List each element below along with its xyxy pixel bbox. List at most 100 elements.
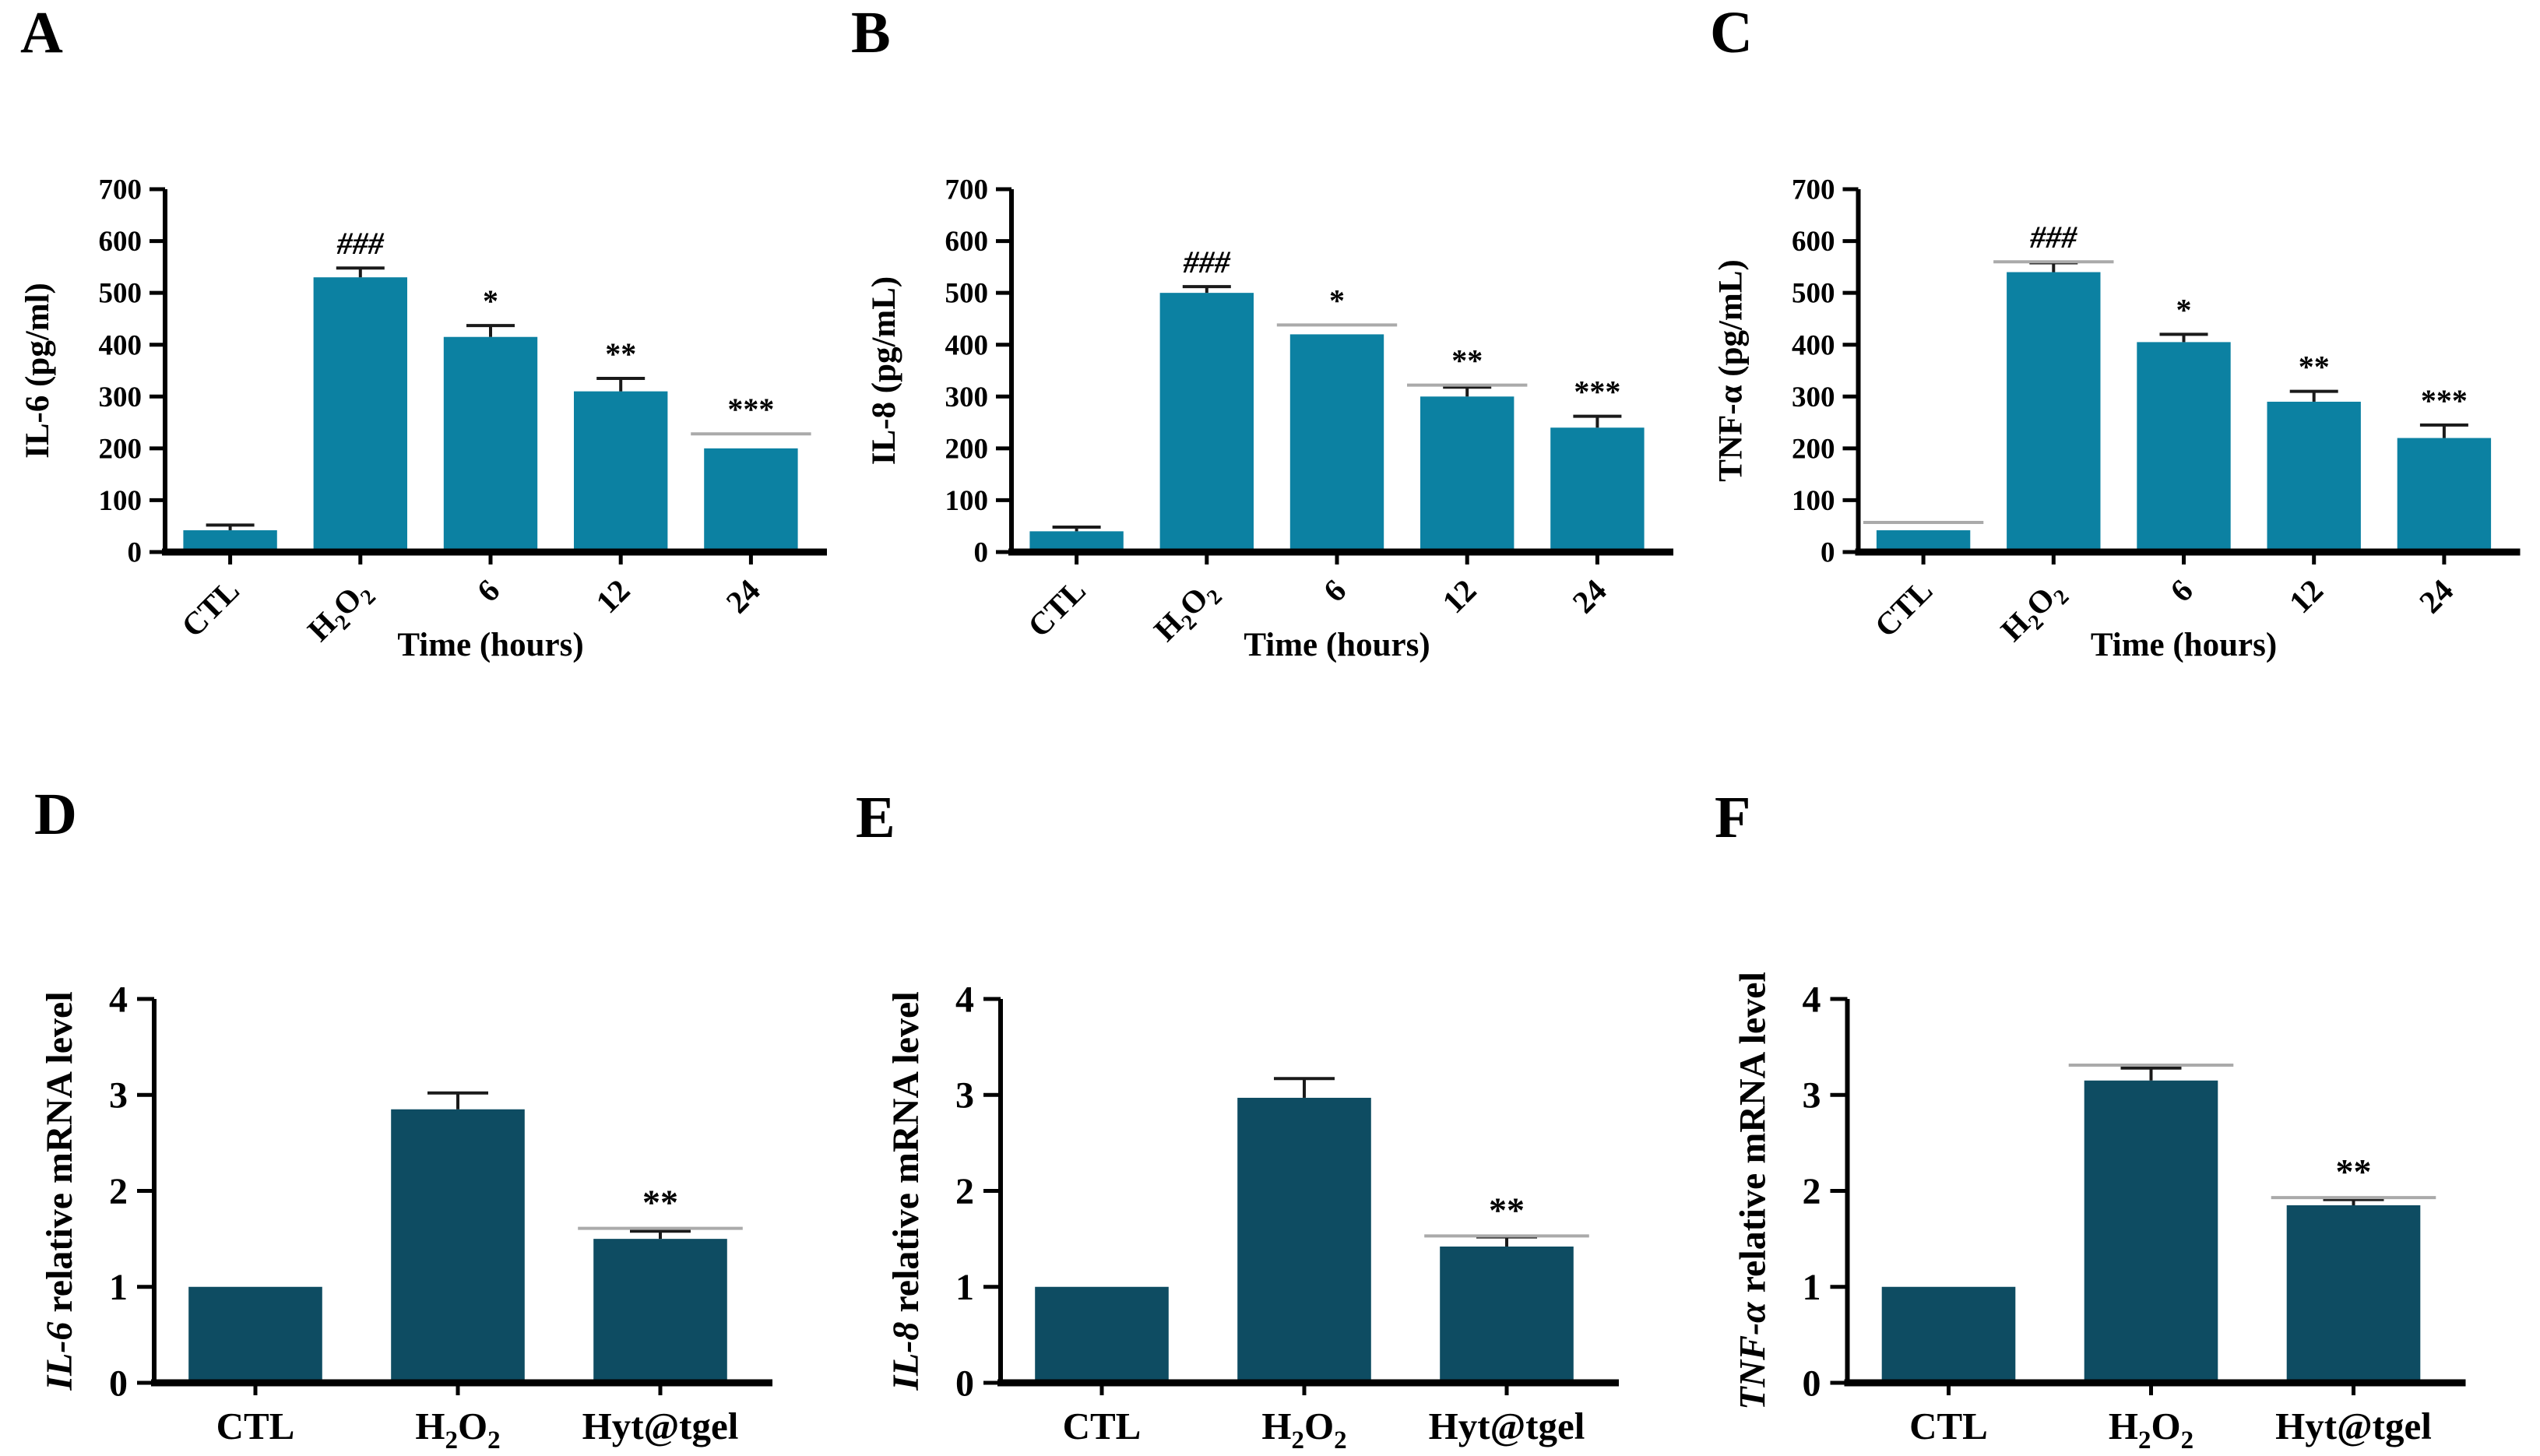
significance-annotation: ### (336, 226, 385, 261)
x-axis: CTL H2O2 Hyt@tgel (1844, 1379, 2466, 1454)
y-axis: 0 100 200 300 400 500 600 700 (99, 174, 167, 569)
y-axis-title: TNF-α relative mRNA level (1733, 972, 1774, 1410)
y-tick-label: 0 (1803, 1363, 1821, 1404)
y-tick-label: 600 (945, 226, 989, 258)
y-tick-label: 2 (955, 1171, 974, 1212)
x-tick-label: 12 (1435, 572, 1483, 621)
y-tick-label: 200 (99, 433, 142, 465)
panel-letter-c: C (1710, 0, 1753, 65)
y-tick-label: 0 (955, 1363, 974, 1404)
y-tick-label: 1 (955, 1267, 974, 1308)
x-axis-title: Time (hours) (397, 627, 583, 663)
x-tick-label: CTL (174, 572, 246, 644)
y-axis-title: IL-8 relative mRNA level (885, 991, 927, 1391)
y-tick-label: 100 (99, 485, 142, 517)
y-tick-label: 1 (1803, 1267, 1821, 1308)
y-tick-label: 0 (109, 1363, 128, 1404)
y-axis: 0 1 2 3 4 (955, 979, 1003, 1404)
panel-letter-f: F (1715, 785, 1751, 850)
panel-f: 0 1 2 3 4 ** CTL H2O2 Hyt@tgel TNF-α relative mRN… (1693, 779, 2540, 1456)
x-axis: CTL H2O2 6 12 24 Time (hours) (1008, 548, 1673, 663)
significance-annotation: * (2176, 292, 2192, 327)
bar-12 (2267, 401, 2361, 552)
x-axis: CTL H2O2 6 12 24 Time (hours) (1855, 548, 2521, 663)
bar-24 (704, 448, 798, 552)
x-tick-label: 6 (470, 572, 506, 609)
y-tick-label: 700 (1792, 174, 1835, 206)
x-tick-label: CTL (1063, 1405, 1142, 1447)
bars: ** (1881, 1064, 2436, 1383)
x-tick-label: H2O2 (415, 1405, 500, 1454)
x-axis-title: Time (hours) (1244, 627, 1430, 663)
bar-H₂O₂ (2084, 1080, 2218, 1383)
y-tick-label: 600 (99, 226, 142, 258)
x-tick-label: 24 (1565, 572, 1613, 621)
x-tick-label: 24 (719, 572, 767, 621)
x-axis: CTL H2O2 6 12 24 Time (hours) (162, 548, 827, 663)
y-tick-label: 400 (99, 329, 142, 361)
bar-CTL (1881, 1286, 2016, 1383)
significance-annotation: ### (2029, 220, 2077, 255)
y-tick-label: 4 (109, 979, 128, 1020)
panel-f-chart: 0 1 2 3 4 ** CTL H2O2 Hyt@tgel TNF-α relative mRN… (1733, 972, 2466, 1454)
bar-CTL (183, 530, 277, 552)
bars: ###****** (1029, 244, 1645, 552)
panel-e-chart: 0 1 2 3 4 ** CTL H2O2 Hyt@tgel IL-8 relative mRNA… (885, 979, 1619, 1454)
y-axis: 0 1 2 3 4 (1803, 979, 1850, 1404)
y-tick-label: 4 (955, 979, 974, 1020)
bar-12 (1420, 396, 1515, 552)
x-tick-label: CTL (216, 1405, 295, 1447)
y-tick-label: 100 (1792, 485, 1835, 517)
y-tick-label: 1 (109, 1267, 128, 1308)
panel-letter-e: E (856, 785, 895, 850)
significance-annotation: ### (1183, 244, 1231, 280)
significance-annotation: ** (1489, 1190, 1525, 1229)
bar-H₂O₂ (1237, 1097, 1371, 1383)
bar-H₂O₂ (391, 1109, 525, 1383)
x-tick-label: Hyt@tgel (1429, 1405, 1585, 1447)
y-tick-label: 0 (128, 537, 142, 569)
panel-letter-b: B (851, 0, 891, 65)
x-tick-label: CTL (1909, 1405, 1988, 1447)
x-tick-label: 24 (2412, 572, 2461, 621)
bar-6 (443, 336, 538, 552)
bar-H₂O₂ (2007, 272, 2101, 552)
x-tick-label: H2O2 (1993, 572, 2074, 652)
x-tick-label: Hyt@tgel (2275, 1405, 2432, 1447)
y-tick-label: 400 (1792, 329, 1835, 361)
y-tick-label: 700 (945, 174, 989, 206)
y-tick-label: 3 (1803, 1075, 1821, 1117)
y-tick-label: 500 (1792, 278, 1835, 310)
panel-letter-d: D (34, 782, 77, 847)
bars: ###****** (183, 226, 811, 552)
panel-b: 0 100 200 300 400 500 600 700 ### * ** *** CTL H2O2 6 1… (846, 0, 1693, 779)
y-tick-label: 2 (109, 1171, 128, 1212)
x-tick-label: 12 (2282, 572, 2331, 621)
x-axis-title: Time (hours) (2091, 627, 2277, 663)
bar-H₂O₂ (1159, 293, 1254, 552)
bar-24 (2397, 438, 2492, 552)
y-axis: 0 100 200 300 400 500 600 700 (1792, 174, 1861, 569)
x-tick-label: 6 (1316, 572, 1353, 609)
bars: ** (1035, 1077, 1589, 1383)
significance-annotation: * (483, 283, 498, 318)
significance-annotation: ** (642, 1183, 678, 1222)
bar-CTL (1035, 1286, 1169, 1383)
y-tick-label: 300 (99, 382, 142, 413)
y-axis: 0 100 200 300 400 500 600 700 (945, 174, 1014, 569)
y-axis-title: IL-8 (pg/mL) (866, 276, 902, 465)
x-tick-label: H2O2 (1147, 572, 1227, 652)
bar-Hyt@tgel (593, 1239, 727, 1383)
significance-annotation: * (1329, 283, 1345, 318)
x-axis: CTL H2O2 Hyt@tgel (997, 1379, 1619, 1454)
x-tick-label: H2O2 (2109, 1405, 2193, 1454)
panel-a: 0 100 200 300 400 500 600 700 ### * ** *** CTL H2O2 6 1… (0, 0, 846, 779)
y-tick-label: 700 (99, 174, 142, 206)
y-tick-label: 0 (1821, 537, 1835, 569)
x-tick-label: H2O2 (301, 572, 381, 652)
y-axis: 0 1 2 3 4 (109, 979, 157, 1404)
x-tick-label: CTL (1867, 572, 1939, 644)
